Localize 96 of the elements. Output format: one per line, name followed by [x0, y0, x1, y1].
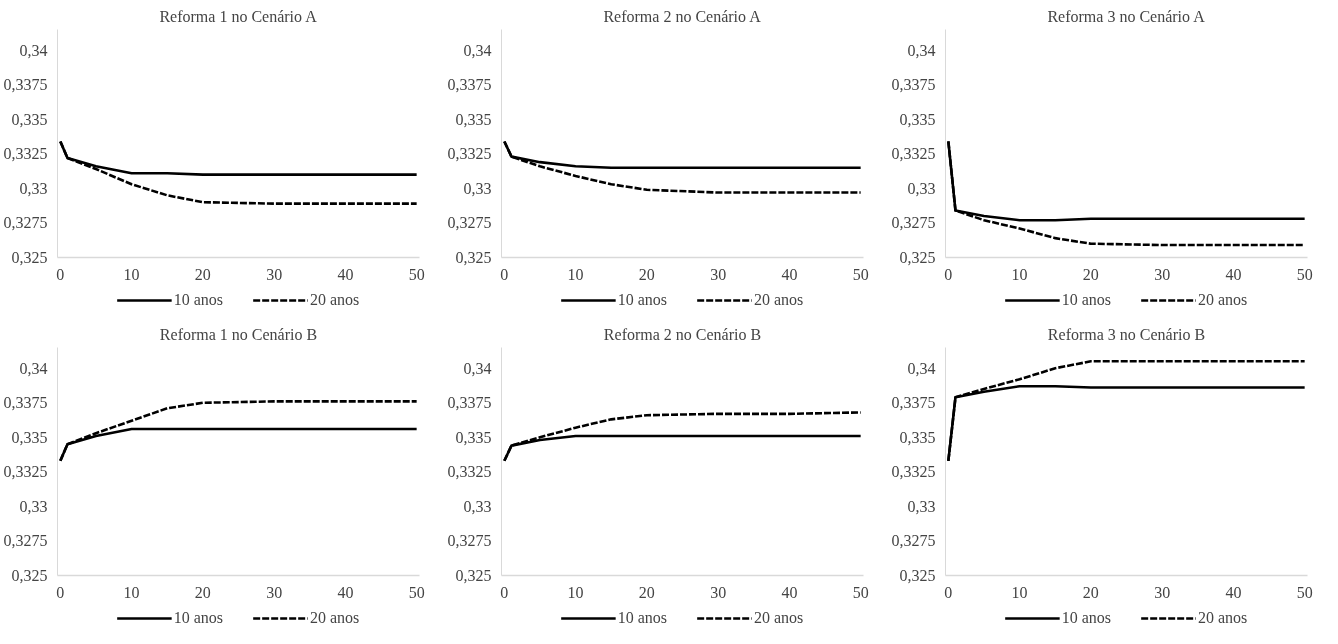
y-tick-label: 0,33 — [907, 179, 936, 197]
x-tick-label: 40 — [1225, 583, 1242, 601]
x-tick-label: 10 — [567, 583, 584, 601]
x-tick-label: 30 — [1154, 583, 1171, 601]
y-tick-label: 0,3325 — [3, 145, 48, 163]
y-tick-label: 0,335 — [899, 428, 936, 446]
x-tick-label: 10 — [123, 583, 140, 601]
y-tick-label: 0,325 — [11, 249, 48, 266]
x-tick-label: 10 — [123, 265, 140, 283]
x-tick-label: 10 — [567, 265, 584, 283]
y-tick-label: 0,325 — [455, 567, 492, 584]
y-tick-label: 0,33 — [907, 497, 936, 515]
x-tick-label: 50 — [852, 583, 869, 601]
legend-label: 10 anos — [173, 291, 223, 309]
y-tick-label: 0,34 — [463, 41, 492, 59]
x-tick-label: 50 — [852, 265, 869, 283]
y-tick-label: 0,3275 — [891, 532, 936, 550]
y-tick-label: 0,33 — [19, 179, 48, 197]
y-tick-label: 0,3325 — [891, 145, 936, 163]
x-tick-label: 20 — [194, 583, 211, 601]
x-tick-label: 20 — [638, 583, 655, 601]
y-tick-label: 0,3275 — [3, 214, 48, 232]
x-tick-label: 50 — [408, 265, 425, 283]
x-tick-label: 30 — [1154, 265, 1171, 283]
y-tick-label: 0,3275 — [3, 532, 48, 550]
y-tick-label: 0,34 — [463, 359, 492, 377]
legend-label: 10 anos — [617, 609, 667, 627]
y-tick-label: 0,335 — [11, 110, 48, 128]
y-tick-label: 0,3275 — [447, 532, 492, 550]
y-tick-label: 0,3325 — [3, 463, 48, 481]
chart-title: Reforma 3 no Cenário A — [1047, 7, 1206, 25]
chart-title: Reforma 1 no Cenário A — [159, 7, 318, 25]
x-tick-label: 0 — [500, 583, 509, 601]
x-tick-label: 10 — [1011, 583, 1028, 601]
chart-title: Reforma 2 no Cenário A — [603, 7, 762, 25]
y-tick-label: 0,33 — [19, 497, 48, 515]
chart-title: Reforma 3 no Cenário B — [1047, 325, 1206, 343]
y-tick-label: 0,3275 — [891, 214, 936, 232]
x-tick-label: 0 — [944, 583, 953, 601]
legend-label: 10 anos — [1061, 609, 1111, 627]
legend-label: 20 anos — [754, 609, 804, 627]
x-tick-label: 20 — [638, 265, 655, 283]
y-tick-label: 0,335 — [899, 110, 936, 128]
y-tick-label: 0,3375 — [891, 394, 936, 412]
x-tick-label: 10 — [1011, 265, 1028, 283]
y-tick-label: 0,335 — [455, 110, 492, 128]
y-tick-label: 0,33 — [463, 497, 492, 515]
legend-label: 20 anos — [754, 291, 804, 309]
y-tick-label: 0,3375 — [891, 76, 936, 94]
x-tick-label: 40 — [337, 583, 354, 601]
x-tick-label: 40 — [1225, 265, 1242, 283]
legend-label: 20 anos — [1198, 291, 1248, 309]
y-tick-label: 0,34 — [19, 359, 48, 377]
legend-label: 20 anos — [310, 291, 360, 309]
y-tick-label: 0,34 — [907, 41, 936, 59]
x-tick-label: 40 — [337, 265, 354, 283]
legend-label: 10 anos — [617, 291, 667, 309]
x-tick-label: 0 — [56, 265, 65, 283]
y-tick-label: 0,34 — [907, 359, 936, 377]
legend-label: 20 anos — [1198, 609, 1248, 627]
x-tick-label: 30 — [266, 265, 283, 283]
y-tick-label: 0,3325 — [891, 463, 936, 481]
x-tick-label: 30 — [266, 583, 283, 601]
x-tick-label: 20 — [1082, 583, 1099, 601]
y-tick-label: 0,33 — [463, 179, 492, 197]
legend-label: 10 anos — [173, 609, 223, 627]
y-tick-label: 0,325 — [11, 567, 48, 584]
y-tick-label: 0,3375 — [3, 76, 48, 94]
y-tick-label: 0,3275 — [447, 214, 492, 232]
x-tick-label: 50 — [408, 583, 425, 601]
y-tick-label: 0,325 — [455, 249, 492, 266]
x-tick-label: 0 — [944, 265, 953, 283]
x-tick-label: 50 — [1296, 265, 1313, 283]
y-tick-label: 0,325 — [899, 567, 936, 584]
legend-label: 10 anos — [1061, 291, 1111, 309]
y-tick-label: 0,3325 — [447, 145, 492, 163]
chart-title: Reforma 1 no Cenário B — [159, 325, 318, 343]
y-tick-label: 0,3375 — [447, 76, 492, 94]
x-tick-label: 40 — [781, 583, 798, 601]
y-tick-label: 0,3325 — [447, 463, 492, 481]
x-tick-label: 40 — [781, 265, 798, 283]
y-tick-label: 0,3375 — [3, 394, 48, 412]
y-tick-label: 0,3375 — [447, 394, 492, 412]
x-tick-label: 30 — [710, 583, 727, 601]
x-tick-label: 0 — [56, 583, 65, 601]
x-tick-label: 20 — [1082, 265, 1099, 283]
y-tick-label: 0,335 — [455, 428, 492, 446]
y-tick-label: 0,335 — [11, 428, 48, 446]
y-tick-label: 0,34 — [19, 41, 48, 59]
x-tick-label: 50 — [1296, 583, 1313, 601]
y-tick-label: 0,325 — [899, 249, 936, 266]
x-tick-label: 0 — [500, 265, 509, 283]
x-tick-label: 20 — [194, 265, 211, 283]
chart-title: Reforma 2 no Cenário B — [603, 325, 762, 343]
x-tick-label: 30 — [710, 265, 727, 283]
legend-label: 20 anos — [310, 609, 360, 627]
